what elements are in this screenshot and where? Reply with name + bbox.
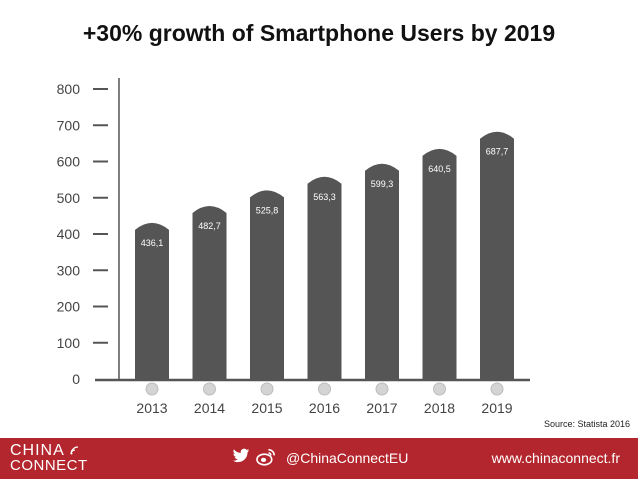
bar bbox=[365, 163, 399, 379]
x-tick-label: 2015 bbox=[251, 400, 282, 416]
bar bbox=[422, 148, 457, 379]
twitter-handle[interactable]: @ChinaConnectEU bbox=[286, 450, 409, 466]
bar bbox=[307, 176, 342, 379]
x-tick-label: 2019 bbox=[481, 400, 512, 416]
x-tick-label: 2016 bbox=[309, 400, 340, 416]
logo-text-china: CHINA bbox=[10, 442, 65, 459]
bar-value-label: 525,8 bbox=[256, 205, 279, 215]
x-tick-label: 2013 bbox=[136, 400, 167, 416]
source-note: Source: Statista 2016 bbox=[543, 419, 630, 429]
bar-value-label: 482,7 bbox=[198, 221, 221, 231]
footer-bar: CHINA CONNECT @ChinaConnectEU www.chinac… bbox=[0, 438, 638, 479]
y-tick-label: 200 bbox=[57, 299, 81, 315]
x-marker-dot bbox=[375, 382, 389, 396]
x-marker-dot bbox=[433, 382, 446, 396]
bar bbox=[135, 222, 169, 379]
bar bbox=[250, 190, 284, 379]
x-tick-label: 2017 bbox=[366, 400, 397, 416]
y-tick-label: 800 bbox=[57, 81, 81, 97]
bar-value-label: 436,1 bbox=[141, 238, 164, 248]
y-tick-label: 400 bbox=[57, 226, 81, 242]
bar-value-label: 599,3 bbox=[371, 179, 394, 189]
x-tick-label: 2018 bbox=[424, 400, 455, 416]
bar-value-label: 563,3 bbox=[313, 192, 336, 202]
chart-title: +30% growth of Smartphone Users by 2019 bbox=[82, 20, 556, 46]
x-marker-dot bbox=[490, 382, 504, 396]
y-tick-label: 500 bbox=[57, 190, 81, 206]
bar-chart: 0 100 200 300 400 500 600 700 800 436,1 2013 482,7 2… bbox=[57, 78, 530, 416]
bar bbox=[192, 206, 227, 379]
website-link[interactable]: www.chinaconnect.fr bbox=[491, 450, 620, 466]
weibo-icon[interactable] bbox=[256, 448, 276, 466]
bar bbox=[480, 131, 514, 379]
bar-value-label: 687,7 bbox=[486, 147, 509, 157]
y-tick-label: 700 bbox=[57, 117, 81, 133]
logo-text-connect: CONNECT bbox=[10, 457, 88, 474]
x-marker-dot bbox=[260, 382, 274, 396]
x-marker-dot bbox=[145, 382, 159, 396]
x-marker-dot bbox=[318, 382, 331, 396]
signal-icon bbox=[70, 446, 78, 455]
x-marker-dot bbox=[203, 382, 216, 396]
twitter-icon[interactable] bbox=[232, 448, 250, 464]
bar-value-label: 640,5 bbox=[428, 164, 451, 174]
y-tick-label: 100 bbox=[57, 335, 81, 351]
y-tick-label: 300 bbox=[57, 262, 81, 278]
x-tick-label: 2014 bbox=[194, 400, 225, 416]
y-tick-label: 0 bbox=[72, 371, 80, 387]
china-connect-logo[interactable]: CHINA CONNECT bbox=[10, 442, 88, 474]
y-tick-label: 600 bbox=[57, 154, 81, 170]
